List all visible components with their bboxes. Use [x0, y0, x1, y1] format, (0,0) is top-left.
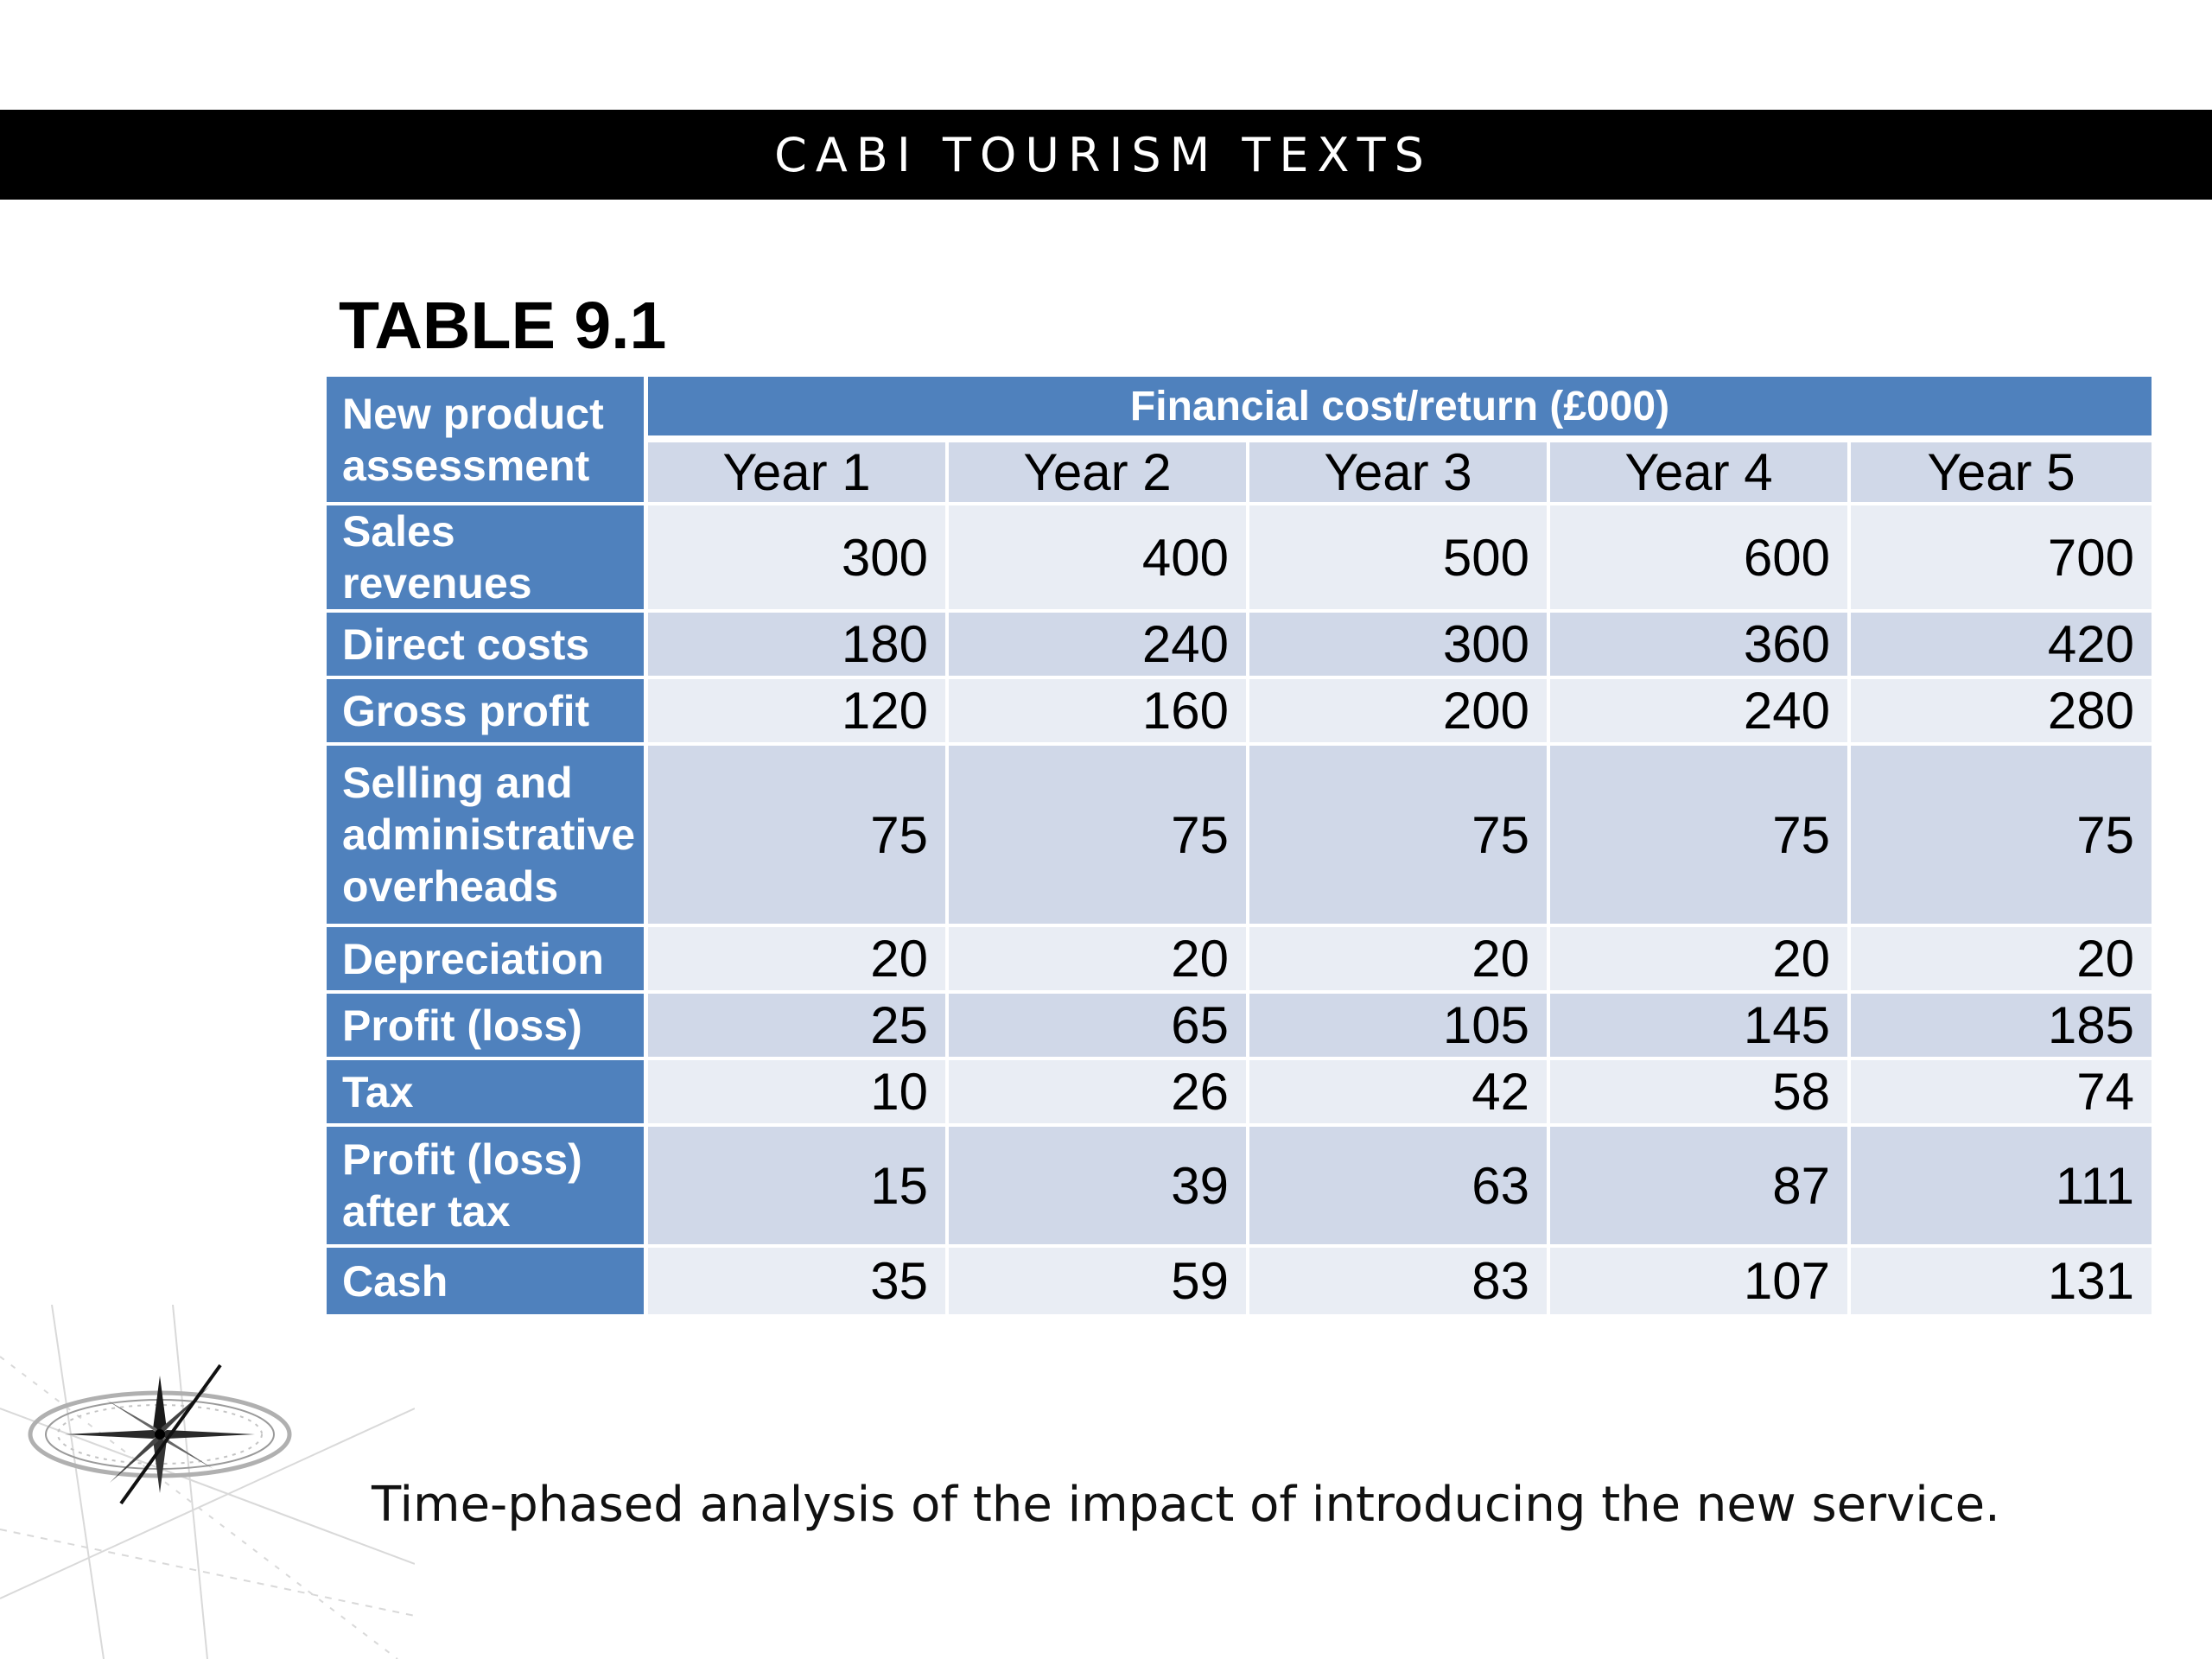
table-cell: 74 [1851, 1060, 2152, 1127]
table-row: Profit (loss) 25 65 105 145 185 [327, 994, 2152, 1060]
column-header-year-1: Year 1 [648, 442, 949, 505]
table-row: Cash 35 59 83 107 131 [327, 1248, 2152, 1314]
table-cell: 75 [1851, 746, 2152, 927]
table-cell: 59 [949, 1248, 1249, 1314]
table-caption: Time-phased analysis of the impact of in… [372, 1477, 2000, 1533]
table-row: Direct costs 180 240 300 360 420 [327, 613, 2152, 679]
table-cell: 20 [949, 927, 1249, 994]
table-cell: 63 [1249, 1127, 1550, 1248]
row-label: Depreciation [327, 927, 648, 994]
row-label: Direct costs [327, 613, 648, 679]
table-cell: 420 [1851, 613, 2152, 679]
table-cell: 75 [1550, 746, 1851, 927]
table-cell: 65 [949, 994, 1249, 1060]
table-cell: 15 [648, 1127, 949, 1248]
table-label: TABLE 9.1 [339, 289, 667, 363]
column-header-year-4: Year 4 [1550, 442, 1851, 505]
table-cell: 200 [1249, 679, 1550, 746]
year-header-row: Year 1 Year 2 Year 3 Year 4 Year 5 [327, 442, 2152, 505]
table-cell: 700 [1851, 505, 2152, 613]
table-cell: 83 [1249, 1248, 1550, 1314]
group-header-row: New product assessment Financial cost/re… [327, 377, 2152, 505]
table-cell: 300 [648, 505, 949, 613]
table-cell: 42 [1249, 1060, 1550, 1127]
table-cell: 75 [648, 746, 949, 927]
table-cell: 400 [949, 505, 1249, 613]
table-cell: 87 [1550, 1127, 1851, 1248]
table-cell: 105 [1249, 994, 1550, 1060]
table-row: Sales revenues 300 400 500 600 700 [327, 505, 2152, 613]
table-cell: 160 [949, 679, 1249, 746]
table-cell: 500 [1249, 505, 1550, 613]
table-cell: 20 [648, 927, 949, 994]
row-label: Tax [327, 1060, 648, 1127]
table-cell: 600 [1550, 505, 1851, 613]
row-label: Selling and administrative overheads [327, 746, 648, 927]
financial-table: New product assessment Financial cost/re… [327, 377, 2152, 1314]
column-header-year-5: Year 5 [1851, 442, 2152, 505]
column-header-year-2: Year 2 [949, 442, 1249, 505]
header-band: CABI TOURISM TEXTS [0, 110, 2212, 200]
table-row: Tax 10 26 42 58 74 [327, 1060, 2152, 1127]
table-cell: 10 [648, 1060, 949, 1127]
row-label: Cash [327, 1248, 648, 1314]
column-header-year-3: Year 3 [1249, 442, 1550, 505]
group-header: Financial cost/return (£000) [648, 377, 2152, 442]
table-cell: 240 [1550, 679, 1851, 746]
compass-rose-icon [0, 1305, 415, 1659]
table-cell: 39 [949, 1127, 1249, 1248]
table-cell: 360 [1550, 613, 1851, 679]
table-row: Gross profit 120 160 200 240 280 [327, 679, 2152, 746]
table-cell: 107 [1550, 1248, 1851, 1314]
corner-header: New product assessment [327, 377, 648, 505]
header-title: CABI TOURISM TEXTS [774, 127, 1433, 182]
table-row: Profit (loss) after tax 15 39 63 87 111 [327, 1127, 2152, 1248]
table-cell: 75 [1249, 746, 1550, 927]
table-cell: 280 [1851, 679, 2152, 746]
table-cell: 180 [648, 613, 949, 679]
table-cell: 26 [949, 1060, 1249, 1127]
row-label: Gross profit [327, 679, 648, 746]
table-cell: 300 [1249, 613, 1550, 679]
table-cell: 185 [1851, 994, 2152, 1060]
row-label: Sales revenues [327, 505, 648, 613]
table-cell: 120 [648, 679, 949, 746]
table-cell: 131 [1851, 1248, 2152, 1314]
table-cell: 25 [648, 994, 949, 1060]
table-cell: 111 [1851, 1127, 2152, 1248]
table-cell: 75 [949, 746, 1249, 927]
row-label: Profit (loss) [327, 994, 648, 1060]
table-cell: 20 [1550, 927, 1851, 994]
table-row: Selling and administrative overheads 75 … [327, 746, 2152, 927]
row-label: Profit (loss) after tax [327, 1127, 648, 1248]
table-cell: 20 [1851, 927, 2152, 994]
table-row: Depreciation 20 20 20 20 20 [327, 927, 2152, 994]
table-cell: 58 [1550, 1060, 1851, 1127]
table-cell: 35 [648, 1248, 949, 1314]
table-cell: 240 [949, 613, 1249, 679]
table-cell: 20 [1249, 927, 1550, 994]
table-cell: 145 [1550, 994, 1851, 1060]
